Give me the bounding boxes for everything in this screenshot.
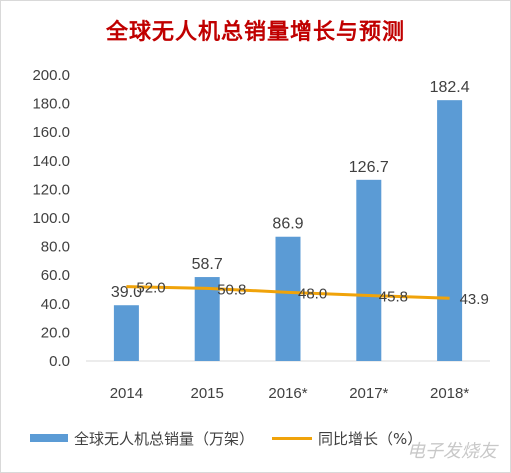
bar-label-2015: 58.7: [192, 256, 223, 273]
bar-label-2017*: 126.7: [349, 159, 389, 176]
y-tick-label-5: 100.0: [32, 210, 70, 227]
growth-label-2017*: 45.8: [379, 289, 408, 306]
bar-2018*: [437, 100, 463, 361]
bar-label-2018*: 182.4: [430, 79, 470, 96]
y-tick-label-10: 200.0: [32, 67, 70, 84]
bar-label-2016*: 86.9: [272, 216, 303, 233]
y-tick-label-4: 80.0: [41, 239, 70, 256]
legend-swatch-bar: [30, 434, 68, 442]
y-tick-label-9: 180.0: [32, 96, 70, 113]
bar-2016*: [275, 236, 301, 361]
bar-2017*: [356, 179, 382, 361]
bar-2014: [113, 305, 139, 361]
legend: 全球无人机总销量（万架） 同比增长（%）: [30, 426, 422, 450]
growth-label-2015: 50.8: [217, 281, 246, 298]
chart-title: 全球无人机总销量增长与预测: [105, 19, 405, 45]
y-tick-label-3: 60.0: [41, 267, 70, 284]
y-tick-label-7: 140.0: [32, 153, 70, 170]
bar-2015: [194, 277, 220, 361]
legend-item-sales: 全球无人机总销量（万架）: [30, 428, 254, 449]
y-tick-label-2: 40.0: [41, 296, 70, 313]
legend-label-sales: 全球无人机总销量（万架）: [74, 429, 255, 448]
growth-label-2016*: 48.0: [298, 285, 327, 302]
legend-label-growth: 同比增长（%）: [318, 429, 423, 448]
x-tick-label-1: 2015: [191, 385, 224, 402]
y-tick-label-6: 120.0: [32, 181, 70, 198]
y-tick-label-0: 0.0: [49, 353, 70, 370]
legend-swatch-line: [272, 436, 313, 440]
y-tick-label-1: 20.0: [41, 324, 70, 341]
bar-label-2014: 39.0: [111, 284, 142, 301]
legend-item-growth: 同比增长（%）: [254, 428, 422, 449]
x-tick-label-0: 2014: [110, 385, 143, 402]
growth-line: [126, 285, 450, 300]
x-tick-label-4: 2018*: [430, 385, 469, 402]
watermark: 电子发烧友: [407, 441, 497, 462]
x-tick-label-3: 2017*: [349, 385, 388, 402]
y-tick-label-8: 160.0: [32, 124, 70, 141]
growth-label-2014: 52.0: [136, 280, 165, 297]
x-tick-label-2: 2016*: [268, 385, 307, 402]
growth-label-2018*: 43.9: [460, 291, 489, 308]
